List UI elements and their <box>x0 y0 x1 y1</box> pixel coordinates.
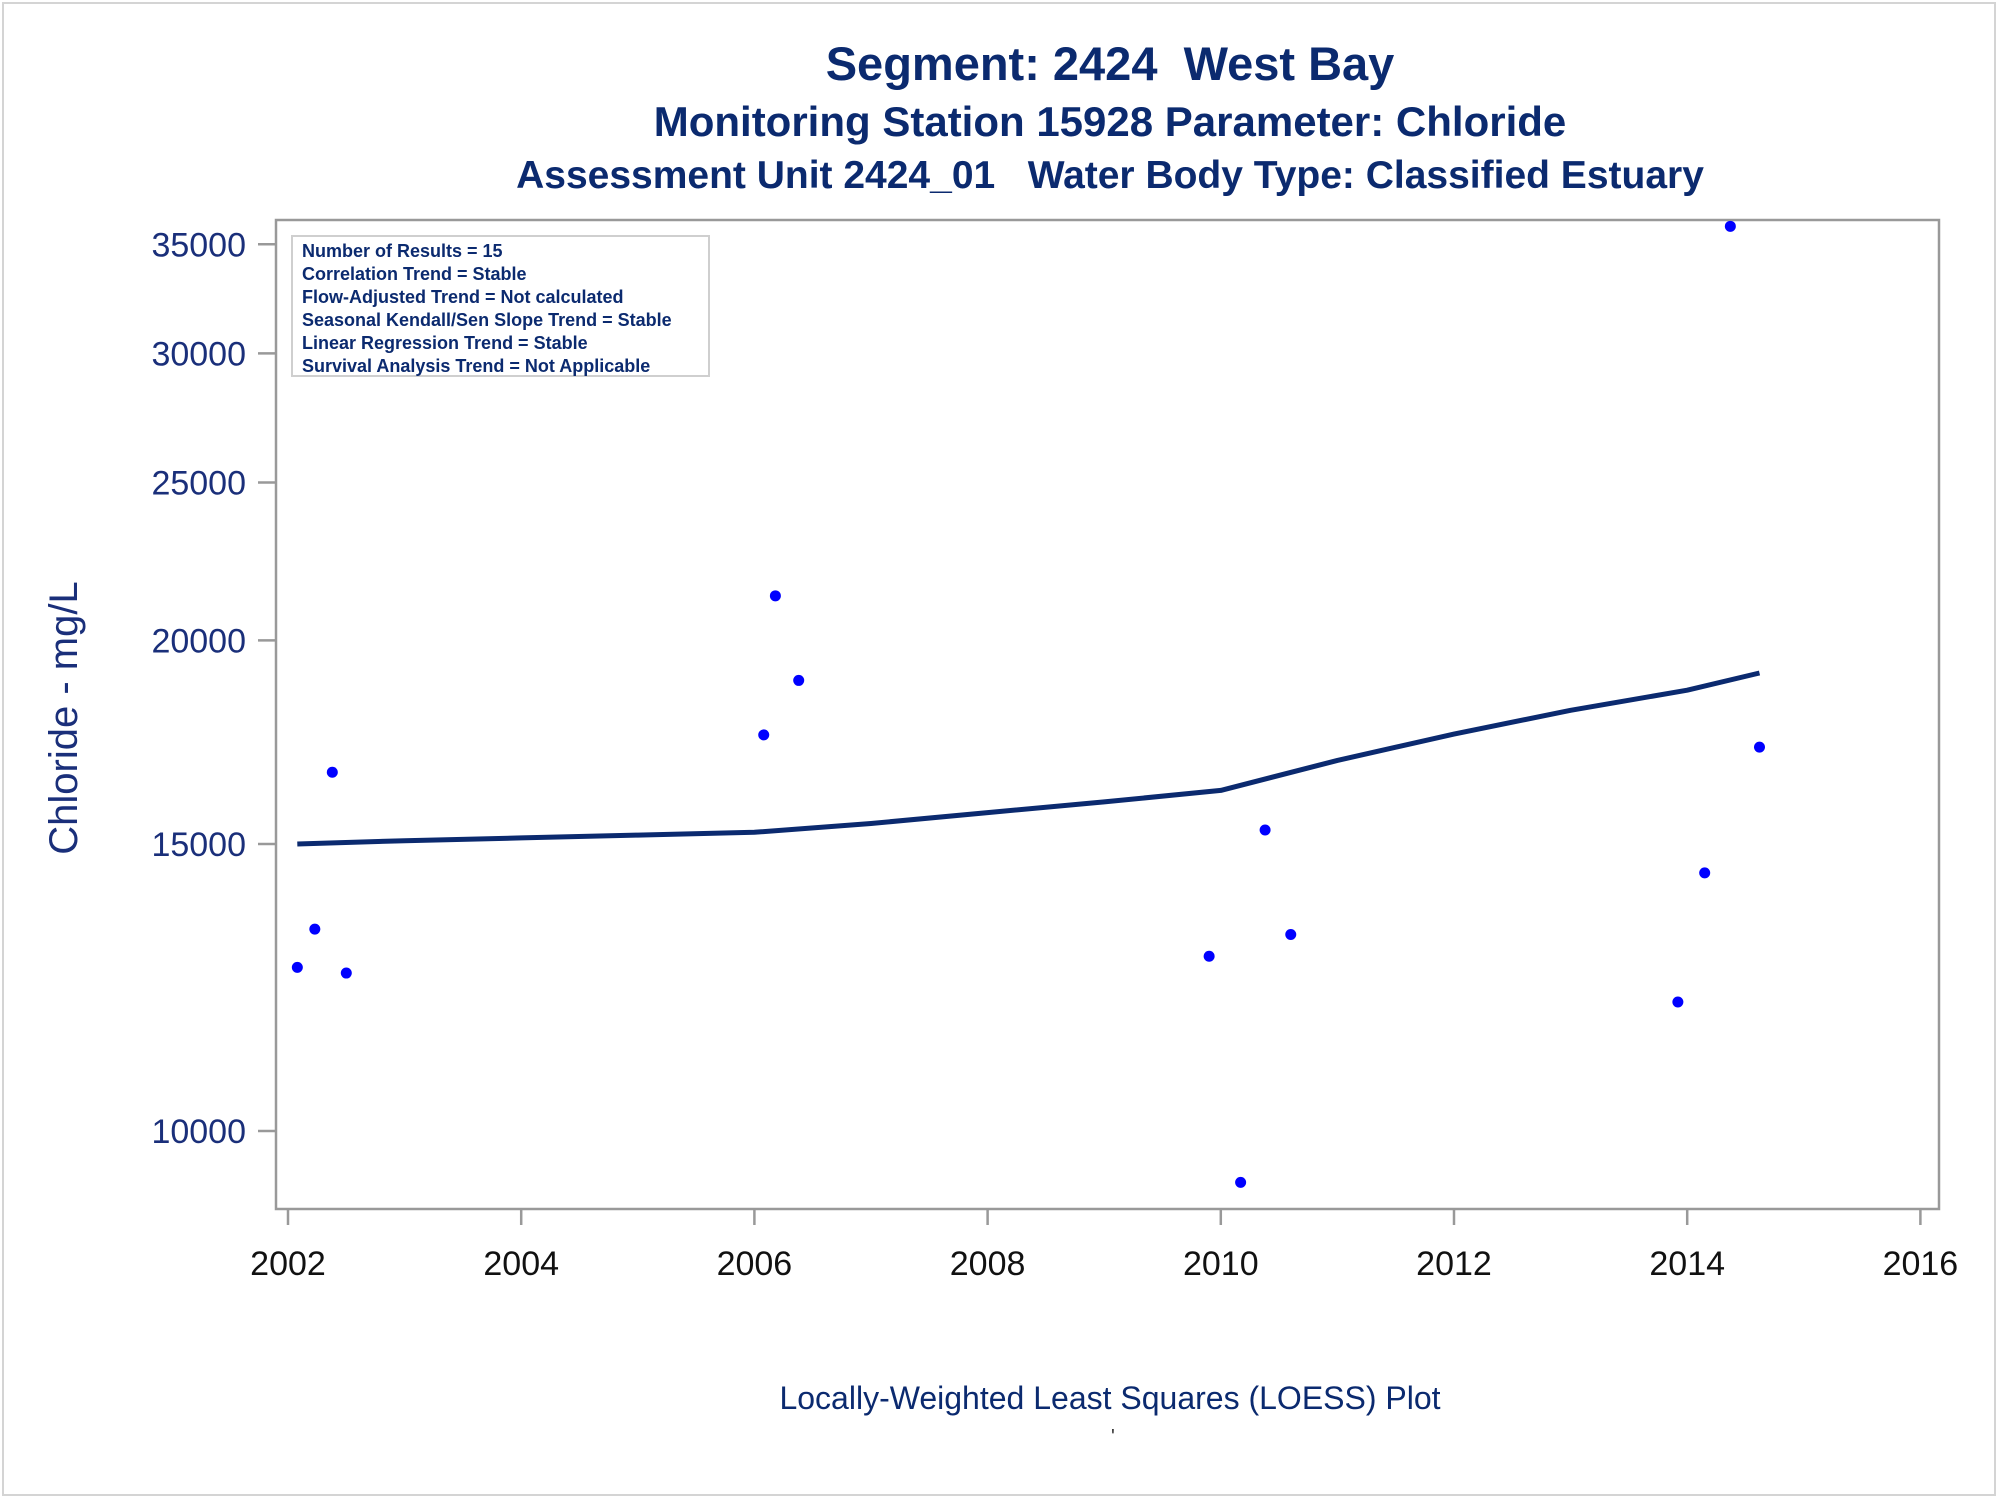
axes: 10000 15000 20000 25000 30000 35000 2002 2004 20… <box>151 226 1958 1283</box>
stat-seasonal-kendall-trend: Seasonal Kendall/Sen Slope Trend = Stabl… <box>302 310 672 330</box>
trend-statistics-box: Number of Results = 15 Correlation Trend… <box>291 235 710 377</box>
stat-flow-adjusted-trend: Flow-Adjusted Trend = Not calculated <box>302 287 624 307</box>
y-tick-label: 30000 <box>151 335 246 373</box>
data-point <box>326 766 338 778</box>
data-point <box>1753 741 1765 753</box>
x-tick-label: 2008 <box>950 1245 1026 1283</box>
chart-subtitle-assessment: Assessment Unit 2424_01 Water Body Type:… <box>516 154 1704 197</box>
data-point <box>758 729 770 741</box>
stat-linear-regression-trend: Linear Regression Trend = Stable <box>302 333 588 353</box>
data-point <box>793 674 805 686</box>
y-tick-label: 15000 <box>151 826 246 864</box>
plot-area <box>274 218 1941 1211</box>
data-point <box>1235 1176 1247 1188</box>
y-tick-label: 35000 <box>151 226 246 264</box>
footnote-mark: ' <box>1111 1426 1115 1448</box>
stat-number-of-results: Number of Results = 15 <box>302 241 503 261</box>
chart-title: Segment: 2424 West Bay <box>825 37 1395 90</box>
x-tick-label: 2014 <box>1649 1245 1725 1283</box>
data-point <box>309 923 321 935</box>
data-point <box>1203 950 1215 962</box>
loess-trend-line <box>297 670 1761 847</box>
data-point <box>340 967 352 979</box>
chart-subtitle-station: Monitoring Station 15928 Parameter: Chlo… <box>653 98 1567 145</box>
x-tick-label: 2016 <box>1883 1245 1959 1283</box>
data-point <box>1724 220 1736 232</box>
data-point <box>291 961 303 973</box>
data-point <box>1285 928 1297 940</box>
y-tick-label: 10000 <box>151 1113 246 1151</box>
x-tick-label: 2002 <box>250 1245 326 1283</box>
x-tick-label: 2012 <box>1416 1245 1492 1283</box>
y-tick-label: 20000 <box>151 622 246 660</box>
stat-correlation-trend: Correlation Trend = Stable <box>302 264 527 284</box>
chart-marks <box>291 220 1765 1188</box>
x-tick-label: 2010 <box>1183 1245 1259 1283</box>
plot-footnote: Locally-Weighted Least Squares (LOESS) P… <box>779 1380 1441 1416</box>
x-tick-label: 2006 <box>717 1245 793 1283</box>
y-axis-label: Chloride - mg/L <box>42 581 86 854</box>
data-point <box>1672 996 1684 1008</box>
stat-survival-analysis-trend: Survival Analysis Trend = Not Applicable <box>302 356 651 376</box>
data-point <box>1699 867 1711 879</box>
data-point <box>769 590 781 602</box>
x-tick-label: 2004 <box>483 1245 559 1283</box>
y-tick-label: 25000 <box>151 464 246 502</box>
data-point <box>1259 824 1271 836</box>
